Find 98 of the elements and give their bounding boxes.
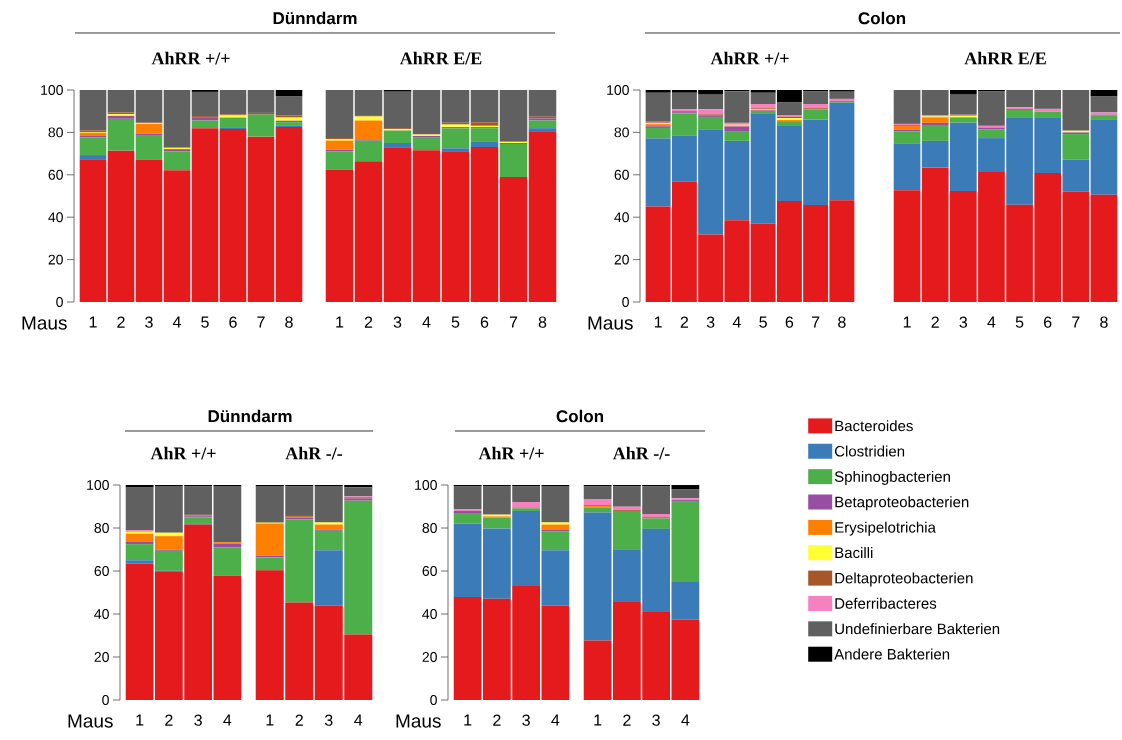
chart-title: AhRR +/+ xyxy=(710,51,789,65)
x-tick-label: 3 xyxy=(706,316,715,328)
x-tick-label: 5 xyxy=(759,316,767,328)
legend-label: Sphinogbacterien xyxy=(834,470,950,485)
legend-label: Bacteroides xyxy=(835,420,913,432)
legend-label: Undefinierbare Bakterien xyxy=(835,623,1000,635)
x-axis-title: Maus xyxy=(68,714,113,728)
x-tick-label: 2 xyxy=(364,316,373,328)
legend-label: Betaproteobacterien xyxy=(835,496,969,511)
x-tick-label: 8 xyxy=(538,316,547,328)
x-tick-label: 2 xyxy=(117,316,125,328)
y-tick-label: 80 xyxy=(614,127,629,138)
x-tick-label: 3 xyxy=(324,714,333,726)
x-tick-label: 4 xyxy=(223,714,232,726)
legend-label: Deferribacteres xyxy=(835,597,937,609)
x-axis-title: Maus xyxy=(396,714,441,728)
legend-label: Deltaproteobacterien xyxy=(835,572,973,587)
x-tick-label: 2 xyxy=(165,714,173,726)
x-tick-label: 1 xyxy=(336,316,344,328)
chart-title: AhRR E/E xyxy=(399,51,482,65)
x-tick-label: 5 xyxy=(451,316,460,328)
x-tick-label: 7 xyxy=(1072,316,1080,328)
chart-title: AhR -/- xyxy=(612,446,670,460)
x-tick-label: 4 xyxy=(551,714,560,726)
x-tick-label: 3 xyxy=(145,316,153,328)
y-tick-label: 40 xyxy=(94,609,109,619)
x-tick-label: 4 xyxy=(681,714,690,726)
y-tick-label: 100 xyxy=(607,85,629,95)
text: Dünndarm xyxy=(273,11,357,25)
x-tick-label: 1 xyxy=(136,714,144,726)
y-tick-label: 80 xyxy=(94,523,109,533)
x-tick-label: 2 xyxy=(931,316,939,328)
x-tick-label: 1 xyxy=(654,316,662,328)
y-tick-label: 80 xyxy=(48,127,63,138)
y-tick-label: 100 xyxy=(415,480,437,490)
x-tick-label: 6 xyxy=(480,316,489,328)
x-tick-label: 7 xyxy=(812,316,820,328)
chart-title: AhR +/+ xyxy=(150,446,216,460)
x-tick-label: 7 xyxy=(257,316,265,328)
legend-label: Andere Bakterien xyxy=(834,648,950,660)
chart-title: AhRR E/E xyxy=(964,51,1046,65)
y-tick-label: 80 xyxy=(422,523,437,533)
y-tick-label: 20 xyxy=(422,652,437,662)
x-tick-label: 4 xyxy=(172,316,181,328)
x-tick-label: 1 xyxy=(89,316,97,328)
legend-label: Bacilli xyxy=(835,547,873,559)
text: Dünndarm xyxy=(208,409,292,423)
y-tick-label: 100 xyxy=(41,85,63,95)
y-tick-label: 0 xyxy=(430,695,437,705)
y-tick-label: 0 xyxy=(102,695,109,705)
x-tick-label: 4 xyxy=(422,316,431,328)
x-tick-label: 5 xyxy=(1015,316,1024,328)
x-tick-label: 5 xyxy=(201,316,209,328)
x-tick-label: 1 xyxy=(594,714,602,726)
y-tick-label: 40 xyxy=(48,212,63,223)
y-tick-label: 20 xyxy=(94,652,109,662)
x-tick-label: 2 xyxy=(493,714,501,726)
x-tick-label: 6 xyxy=(1044,316,1052,328)
y-tick-label: 0 xyxy=(622,297,629,307)
y-tick-label: 100 xyxy=(87,480,109,490)
x-tick-label: 3 xyxy=(959,316,968,328)
x-tick-label: 8 xyxy=(1100,316,1108,328)
legend-label: Clostridien xyxy=(834,445,905,457)
y-tick-label: 40 xyxy=(614,212,629,223)
y-tick-label: 60 xyxy=(422,566,437,576)
x-tick-label: 6 xyxy=(785,316,794,328)
x-tick-label: 2 xyxy=(623,714,631,726)
x-axis-title: Maus xyxy=(22,316,67,330)
chart-title: AhRR +/+ xyxy=(151,51,230,65)
x-tick-label: 1 xyxy=(464,714,472,726)
y-tick-label: 60 xyxy=(94,566,109,576)
y-tick-label: 60 xyxy=(614,169,629,180)
legend-label: Erysipelotrichia xyxy=(835,521,936,536)
x-tick-label: 3 xyxy=(194,714,202,726)
y-tick-label: 0 xyxy=(56,297,63,307)
y-tick-label: 60 xyxy=(48,169,63,180)
x-tick-label: 1 xyxy=(903,316,911,328)
x-tick-label: 3 xyxy=(393,316,402,328)
x-tick-label: 4 xyxy=(354,714,363,726)
x-tick-label: 1 xyxy=(266,714,274,726)
y-tick-label: 20 xyxy=(48,254,63,265)
chart-title: AhR -/- xyxy=(285,446,343,460)
x-tick-label: 3 xyxy=(652,714,660,726)
x-tick-label: 2 xyxy=(680,316,689,328)
y-tick-label: 40 xyxy=(422,609,437,619)
x-tick-label: 8 xyxy=(285,316,293,328)
x-tick-label: 8 xyxy=(838,316,846,328)
y-tick-label: 20 xyxy=(614,254,629,265)
x-tick-label: 2 xyxy=(295,714,303,726)
x-tick-label: 4 xyxy=(987,316,996,328)
chart-title: AhR +/+ xyxy=(478,446,544,460)
text: Colon xyxy=(556,409,604,423)
x-tick-label: 7 xyxy=(509,316,518,328)
x-tick-label: 4 xyxy=(732,316,741,328)
text: Colon xyxy=(858,11,906,25)
x-tick-label: 6 xyxy=(229,316,237,328)
x-axis-title: Maus xyxy=(588,316,633,330)
x-tick-label: 3 xyxy=(522,714,530,726)
